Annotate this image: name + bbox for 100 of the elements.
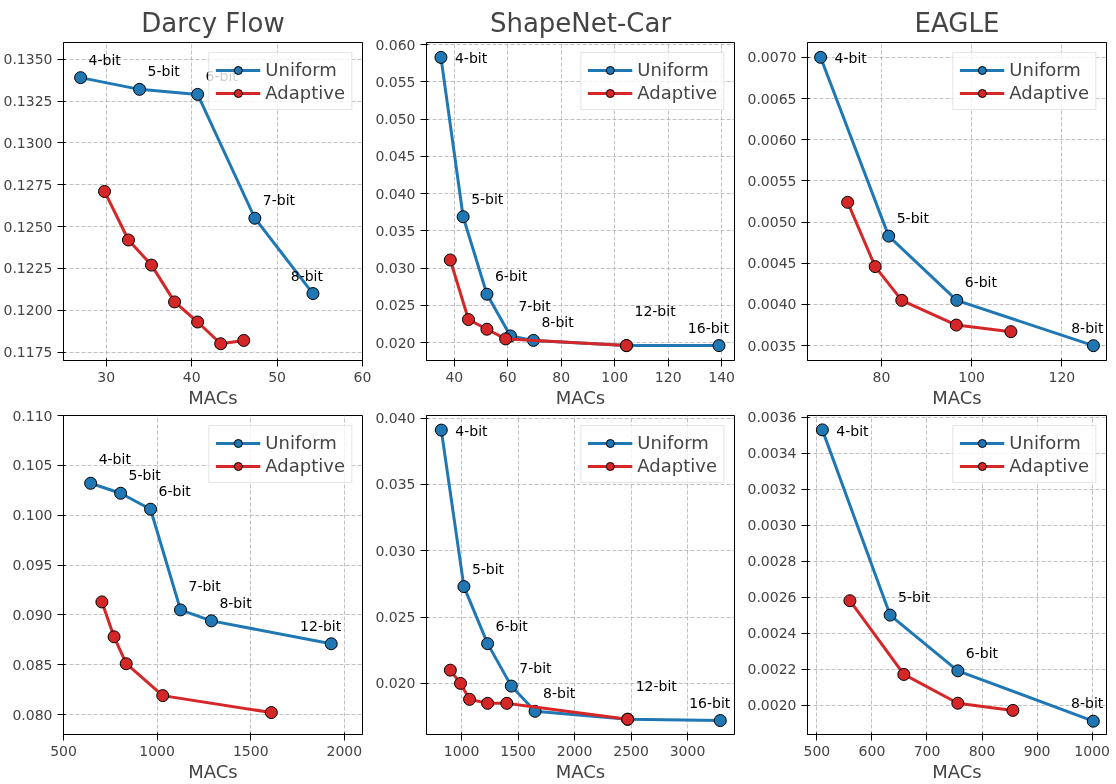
y-tick-label: 0.035 — [375, 476, 416, 493]
annotation: 6-bit — [495, 617, 529, 634]
x-tick-label: 80 — [872, 368, 891, 385]
x-axis-title: MACs — [188, 760, 238, 782]
annotation: 8-bit — [219, 594, 253, 611]
annotation: 12-bit — [635, 677, 678, 694]
annotation: 5-bit — [898, 589, 931, 606]
chart-title: EAGLE — [914, 7, 1000, 38]
x-axis-title: MACs — [555, 386, 606, 408]
y-tick-label: 0.1325 — [3, 93, 53, 110]
y-tick-label: 0.105 — [12, 457, 53, 474]
y-tick-label: 0.0040 — [747, 296, 797, 313]
legend-label: Adaptive — [637, 82, 717, 103]
annotation: 16-bit — [687, 319, 730, 336]
y-tick-label: 0.1275 — [3, 176, 53, 193]
y-tick-label: 0.110 — [12, 407, 53, 424]
x-tick-label: 50 — [268, 368, 286, 385]
annotation: 5-bit — [471, 190, 504, 207]
y-tick-label: 0.0030 — [747, 517, 797, 534]
x-tick-label: 500 — [803, 742, 831, 759]
y-tick-label: 0.095 — [12, 557, 53, 574]
y-tick-label: 0.0022 — [747, 661, 797, 678]
legend-label: Uniform — [1009, 432, 1081, 453]
x-tick-label: 1000 — [1074, 742, 1111, 759]
x-tick-label: 1000 — [443, 742, 480, 759]
legend-label: Uniform — [637, 59, 709, 80]
annotation: 6-bit — [964, 274, 998, 291]
annotation: 4-bit — [98, 450, 132, 467]
y-tick-label: 0.0026 — [747, 589, 797, 606]
x-tick-label: 3000 — [669, 742, 706, 759]
x-tick-label: 60 — [498, 368, 517, 385]
y-tick-label: 0.060 — [375, 36, 416, 53]
x-tick-label: 120 — [1048, 368, 1076, 385]
annotation: 5-bit — [896, 210, 930, 227]
x-axis-title: MACs — [555, 760, 606, 782]
y-tick-label: 0.1350 — [3, 51, 53, 68]
legend-label: Adaptive — [637, 455, 717, 476]
x-tick-label: 100 — [958, 368, 986, 385]
y-tick-label: 0.085 — [12, 656, 53, 673]
x-tick-label: 600 — [858, 742, 886, 759]
y-tick-label: 0.035 — [375, 222, 416, 239]
x-tick-label: 900 — [1023, 742, 1051, 759]
x-tick-label: 120 — [654, 368, 682, 385]
y-tick-label: 0.1175 — [3, 344, 53, 361]
y-tick-label: 0.0065 — [747, 90, 797, 107]
y-tick-label: 0.1250 — [3, 218, 53, 235]
x-axis-title: MACs — [188, 386, 238, 408]
y-tick-label: 0.045 — [375, 148, 416, 165]
y-tick-label: 0.030 — [375, 542, 416, 559]
annotation: 7-bit — [262, 192, 296, 209]
x-tick-label: 500 — [50, 742, 77, 759]
y-tick-label: 0.025 — [375, 297, 416, 314]
y-tick-label: 0.1200 — [3, 302, 53, 319]
x-tick-label: 40 — [182, 368, 201, 385]
annotation: 5-bit — [147, 63, 181, 80]
legend-label: Uniform — [637, 432, 709, 453]
annotation: 6-bit — [494, 268, 528, 285]
annotation: 8-bit — [1071, 695, 1104, 712]
y-tick-label: 0.0032 — [747, 481, 797, 498]
annotation: 12-bit — [634, 302, 677, 319]
x-tick-label: 700 — [913, 742, 941, 759]
y-tick-label: 0.0028 — [747, 553, 797, 570]
x-tick-label: 2000 — [326, 742, 363, 759]
y-tick-label: 0.050 — [375, 111, 416, 128]
annotation: 16-bit — [689, 694, 731, 711]
y-tick-label: 0.0020 — [747, 697, 797, 714]
legend-label: Adaptive — [265, 455, 345, 476]
annotation: 4-bit — [455, 423, 489, 440]
x-axis-title: MACs — [932, 386, 982, 408]
x-tick-label: 1500 — [500, 742, 536, 759]
y-tick-label: 0.100 — [12, 507, 53, 524]
legend-label: Adaptive — [1009, 82, 1089, 103]
annotation: 7-bit — [188, 578, 222, 595]
y-tick-label: 0.1225 — [3, 260, 53, 277]
y-tick-label: 0.090 — [12, 606, 53, 623]
y-tick-label: 0.025 — [375, 609, 416, 626]
x-tick-label: 30 — [97, 368, 116, 385]
y-tick-label: 0.0035 — [747, 337, 797, 354]
y-tick-label: 0.030 — [375, 260, 416, 277]
legend-label: Uniform — [265, 59, 337, 80]
x-tick-label: 2000 — [556, 742, 593, 759]
chart-title: ShapeNet-Car — [489, 7, 672, 38]
x-tick-label: 80 — [552, 368, 571, 385]
y-tick-label: 0.0024 — [747, 625, 797, 642]
y-tick-label: 0.0034 — [747, 445, 797, 462]
x-tick-label: 800 — [968, 742, 996, 759]
y-tick-label: 0.0045 — [747, 255, 797, 272]
annotation: 5-bit — [471, 560, 505, 577]
y-tick-label: 0.1300 — [3, 134, 53, 151]
x-tick-label: 60 — [353, 368, 372, 385]
annotation: 4-bit — [454, 50, 488, 67]
x-tick-label: 1500 — [232, 742, 269, 759]
x-tick-label: 100 — [601, 368, 629, 385]
annotation: 5-bit — [128, 467, 162, 484]
x-axis-title: MACs — [932, 760, 982, 782]
y-tick-label: 0.020 — [375, 334, 416, 351]
annotation: 8-bit — [1071, 319, 1104, 336]
annotation: 8-bit — [541, 314, 575, 331]
y-tick-label: 0.040 — [375, 185, 416, 202]
x-tick-label: 1000 — [139, 742, 175, 759]
